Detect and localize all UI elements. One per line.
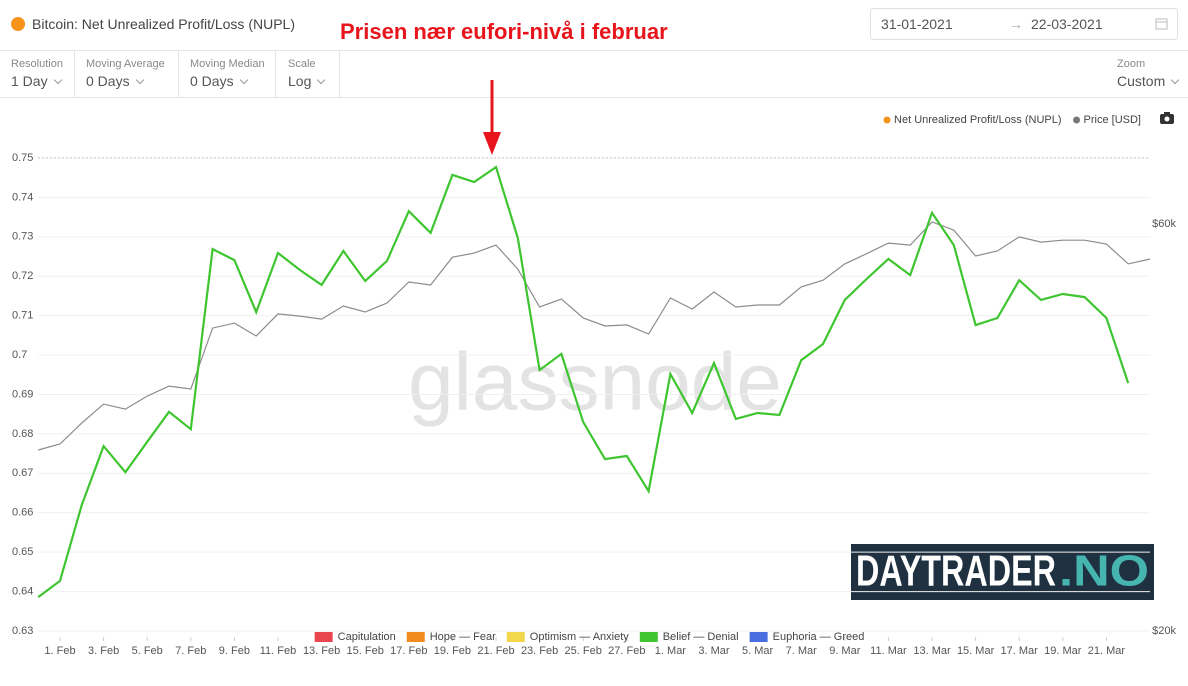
date-range[interactable]: 31-01-2021 → 22-03-2021: [870, 8, 1178, 40]
bitcoin-icon: [11, 17, 25, 31]
y2-tick-label: $20k: [1152, 625, 1176, 637]
y-tick-label: 0.63: [12, 625, 33, 637]
y-tick-label: 0.64: [12, 585, 33, 597]
legend-label: Price [USD]: [1084, 114, 1141, 126]
control[interactable]: Moving Average 0 Days: [75, 51, 179, 97]
x-tick-label: 13. Feb: [303, 645, 340, 657]
control-value[interactable]: 1 Day: [11, 73, 61, 89]
y-tick-label: 0.69: [12, 388, 33, 400]
zone-label: Euphoria — Greed: [773, 631, 865, 643]
x-tick-label: 15. Mar: [957, 645, 995, 657]
y-tick-label: 0.67: [12, 467, 33, 479]
x-tick-label: 17. Feb: [390, 645, 427, 657]
control[interactable]: Scale Log: [277, 51, 340, 97]
x-tick-label: 27. Feb: [608, 645, 645, 657]
x-tick-label: 5. Mar: [742, 645, 774, 657]
y-tick-label: 0.65: [12, 546, 33, 558]
x-tick-label: 9. Feb: [219, 645, 250, 657]
x-tick-label: 11. Feb: [260, 645, 297, 657]
date-arrow: →: [1009, 16, 1023, 32]
x-tick-label: 11. Mar: [870, 645, 907, 657]
legend-marker: [1073, 116, 1081, 124]
x-tick-label: 7. Mar: [786, 645, 818, 657]
y-tick-label: 0.71: [12, 310, 33, 322]
y2-tick-label: $60k: [1152, 218, 1176, 230]
control-value[interactable]: 0 Days: [86, 73, 143, 89]
date-from[interactable]: 31-01-2021: [881, 16, 953, 32]
y-tick-label: 0.68: [12, 428, 33, 440]
logo: DAYTRADER .NO: [851, 544, 1154, 600]
x-tick-label: 13. Mar: [913, 645, 951, 657]
zone-swatch: [639, 632, 658, 642]
x-tick-label: 3. Mar: [698, 645, 730, 657]
zone-swatch: [314, 632, 333, 642]
control-value[interactable]: Log: [288, 73, 324, 89]
x-tick-label: 21. Feb: [477, 645, 514, 657]
y-tick-label: 0.7: [12, 349, 27, 361]
control[interactable]: Resolution 1 Day: [0, 51, 75, 97]
grid: [38, 157, 1150, 632]
y-tick-label: 0.74: [12, 191, 33, 203]
control-label: Moving Median: [190, 58, 265, 70]
zone-label: Belief — Denial: [663, 631, 739, 643]
series-line: [37, 165, 1130, 598]
x-tick-label: 1. Mar: [655, 645, 687, 657]
control-label: Resolution: [11, 58, 63, 70]
x-tick-label: 19. Mar: [1044, 645, 1082, 657]
y-tick-label: 0.72: [12, 270, 33, 282]
zone-swatch: [506, 632, 525, 642]
legend-marker: [883, 116, 891, 124]
y-tick-label: 0.66: [12, 507, 33, 519]
x-tick-label: 9. Mar: [829, 645, 861, 657]
header: Bitcoin: Net Unrealized Profit/Loss (NUP…: [0, 0, 1188, 51]
control-label: Moving Average: [86, 58, 165, 70]
control-value[interactable]: Custom: [1117, 73, 1178, 89]
zone-swatch: [406, 632, 425, 642]
control-value[interactable]: 0 Days: [190, 73, 247, 89]
legend-label: Net Unrealized Profit/Loss (NUPL): [894, 114, 1062, 126]
x-tick-label: 19. Feb: [434, 645, 471, 657]
legend: Price [USD] Net Unrealized Profit/Loss (N…: [883, 114, 1141, 126]
camera-icon[interactable]: [1160, 112, 1174, 124]
x-tick-label: 1. Feb: [44, 645, 75, 657]
logo-main: DAYTRADER: [856, 547, 1056, 596]
x-tick-label: 7. Feb: [175, 645, 206, 657]
zone-label: Hope — Fear: [430, 631, 496, 643]
watermark: glassnode: [408, 337, 782, 428]
series-line: [38, 221, 1151, 451]
control-label: Zoom: [1117, 58, 1146, 70]
x-tick-label: 21. Mar: [1088, 645, 1126, 657]
x-tick-label: 15. Feb: [347, 645, 384, 657]
date-to[interactable]: 22-03-2021: [1031, 16, 1103, 32]
x-tick-label: 5. Feb: [132, 645, 163, 657]
arrow-head: [483, 132, 501, 155]
y-tick-label: 0.75: [12, 152, 33, 164]
zone-label: Optimism — Anxiety: [530, 631, 630, 643]
y-tick-label: 0.73: [12, 231, 33, 243]
logo-box: [851, 544, 1154, 600]
x-tick-label: 3. Feb: [88, 645, 119, 657]
chart-title: Bitcoin: Net Unrealized Profit/Loss (NUP…: [32, 16, 295, 32]
x-tick-label: 25. Feb: [565, 645, 602, 657]
zone-swatch: [749, 632, 768, 642]
logo-suffix: .NO: [1059, 547, 1149, 596]
calendar-icon: [1155, 18, 1168, 30]
control[interactable]: Zoom Custom: [1106, 51, 1188, 97]
x-tick-label: 17. Mar: [1001, 645, 1039, 657]
zone-legend: Capitulation Hope — Fear Optimism — Anxiet…: [314, 631, 865, 643]
annotation: Prisen nær eufori-nivå i februar: [340, 19, 668, 44]
control-label: Scale: [288, 58, 316, 70]
x-tick-label: 23. Feb: [521, 645, 558, 657]
zone-label: Capitulation: [338, 631, 396, 643]
controls: Resolution 1 Day Moving Average 0 Days Mov…: [0, 51, 1188, 98]
control[interactable]: Moving Median 0 Days: [179, 51, 276, 97]
